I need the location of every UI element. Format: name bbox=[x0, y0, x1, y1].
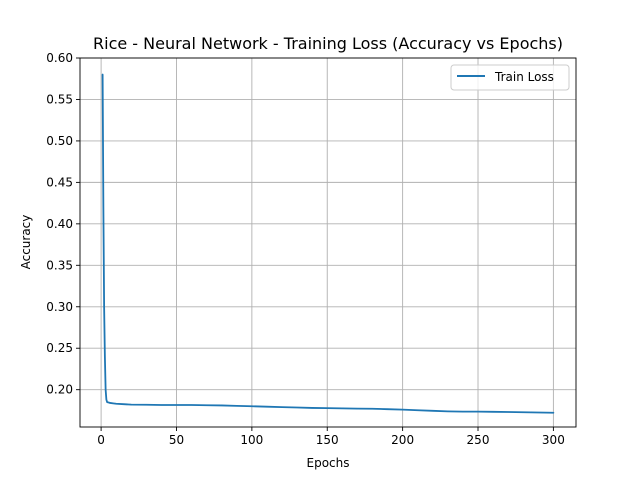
y-tick-label: 0.20 bbox=[46, 383, 73, 397]
x-tick-label: 300 bbox=[542, 433, 565, 447]
y-tick-label: 0.50 bbox=[46, 134, 73, 148]
x-tick-label: 200 bbox=[391, 433, 414, 447]
chart-title: Rice - Neural Network - Training Loss (A… bbox=[93, 34, 563, 53]
y-tick-label: 0.45 bbox=[46, 175, 73, 189]
series-line-train-loss bbox=[101, 73, 555, 414]
x-tick-label: 50 bbox=[169, 433, 184, 447]
y-tick-label: 0.30 bbox=[46, 300, 73, 314]
plot-frame bbox=[79, 57, 577, 428]
axis-ticks: 0 50 100 150 200 250 300 0.20 0.25 0.30 0.35 0.40 0.… bbox=[46, 51, 565, 447]
y-tick-label: 0.60 bbox=[46, 51, 73, 65]
x-tick-label: 0 bbox=[97, 433, 105, 447]
y-tick-label: 0.40 bbox=[46, 217, 73, 231]
x-tick-label: 100 bbox=[240, 433, 263, 447]
y-axis-label: Accuracy bbox=[19, 215, 33, 270]
x-tick-label: 250 bbox=[467, 433, 490, 447]
x-axis-label: Epochs bbox=[307, 456, 350, 470]
legend-box bbox=[450, 64, 570, 91]
series-layer bbox=[101, 73, 555, 414]
grid-lines bbox=[80, 57, 576, 427]
y-tick-label: 0.25 bbox=[46, 341, 73, 355]
legend: Train Loss bbox=[450, 64, 570, 91]
y-tick-label: 0.55 bbox=[46, 92, 73, 106]
x-tick-label: 150 bbox=[316, 433, 339, 447]
y-tick-label: 0.35 bbox=[46, 258, 73, 272]
legend-label-train-loss: Train Loss bbox=[494, 70, 554, 84]
